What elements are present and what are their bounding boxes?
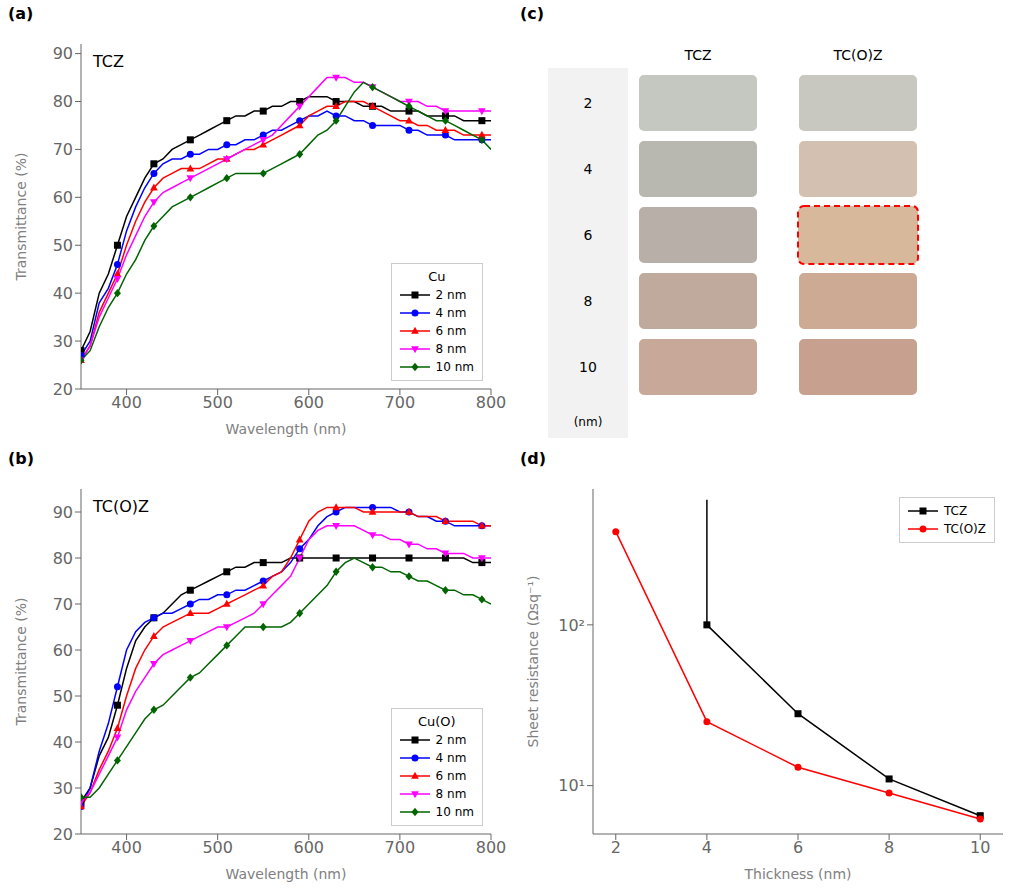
html-text:Cu: Cu [428,269,446,284]
svg-text:2: 2 [584,95,593,111]
svg-text:20: 20 [53,825,73,844]
svg-text:6: 6 [793,838,803,857]
svg-text:40: 40 [53,733,73,752]
svg-text:TCZ: TCZ [683,47,711,63]
svg-text:8: 8 [584,293,593,309]
html-text:6 nm: 6 nm [435,324,467,338]
svg-text:10: 10 [579,359,597,375]
html-text:TCZ: TCZ [944,504,968,518]
svg-text:70: 70 [53,595,73,614]
svg-text:90: 90 [53,44,73,63]
html-text:(a): (a) [8,4,34,23]
svg-text:50: 50 [53,236,73,255]
svg-text:400: 400 [111,393,142,412]
svg-text:800: 800 [476,838,506,857]
svg-text:50: 50 [53,687,73,706]
svg-text:500: 500 [202,393,233,412]
html-text:4 nm: 4 nm [435,751,467,765]
svg-text:60: 60 [53,188,73,207]
svg-text:TC(O)Z: TC(O)Z [832,47,882,63]
svg-text:8: 8 [884,838,894,857]
svg-text:(nm): (nm) [574,415,603,429]
svg-text:400: 400 [111,838,142,857]
html-text:(b): (b) [8,449,35,468]
svg-text:Transmittance (%): Transmittance (%) [13,153,29,282]
html-text:8 nm: 8 nm [435,342,467,356]
html-text:(d): (d) [520,449,547,468]
svg-text:30: 30 [53,779,73,798]
svg-text:Thickness (nm): Thickness (nm) [743,866,851,882]
html-text:8 nm: 8 nm [435,787,467,801]
html-text:10 nm: 10 nm [435,805,474,819]
svg-text:600: 600 [294,393,325,412]
html-text:TCZ: TCZ [93,52,124,71]
html-text:10 nm: 10 nm [435,360,474,374]
svg-text:700: 700 [385,393,416,412]
svg-text:20: 20 [53,380,73,399]
html-text:2 nm: 2 nm [435,733,467,747]
svg-text:Wavelength (nm): Wavelength (nm) [226,421,347,437]
svg-text:500: 500 [202,838,233,857]
html-text:4 nm: 4 nm [435,306,467,320]
html-text:6 nm: 6 nm [435,769,467,783]
svg-text:700: 700 [385,838,416,857]
svg-text:Sheet resistance (Ωsq⁻¹): Sheet resistance (Ωsq⁻¹) [525,576,541,748]
svg-text:600: 600 [294,838,325,857]
html-text:2 nm: 2 nm [435,288,467,302]
html-text:TC(O)Z: TC(O)Z [944,522,986,536]
svg-text:90: 90 [53,503,73,522]
svg-text:Wavelength (nm): Wavelength (nm) [226,866,347,882]
html-text:(c): (c) [520,4,545,23]
svg-text:40: 40 [53,284,73,303]
svg-text:70: 70 [53,140,73,159]
html-text:TC(O)Z: TC(O)Z [93,497,149,516]
svg-text:10: 10 [970,838,990,857]
svg-text:80: 80 [53,549,73,568]
svg-text:2: 2 [611,838,621,857]
html-text:Cu(O): Cu(O) [418,714,456,729]
svg-text:60: 60 [53,641,73,660]
svg-text:4: 4 [702,838,712,857]
svg-text:80: 80 [53,92,73,111]
svg-text:30: 30 [53,332,73,351]
svg-text:6: 6 [584,227,593,243]
svg-text:Transmittance (%): Transmittance (%) [13,598,29,727]
svg-text:4: 4 [584,161,593,177]
svg-text:10¹: 10¹ [558,776,585,795]
svg-text:800: 800 [476,393,506,412]
svg-text:10²: 10² [558,616,585,635]
